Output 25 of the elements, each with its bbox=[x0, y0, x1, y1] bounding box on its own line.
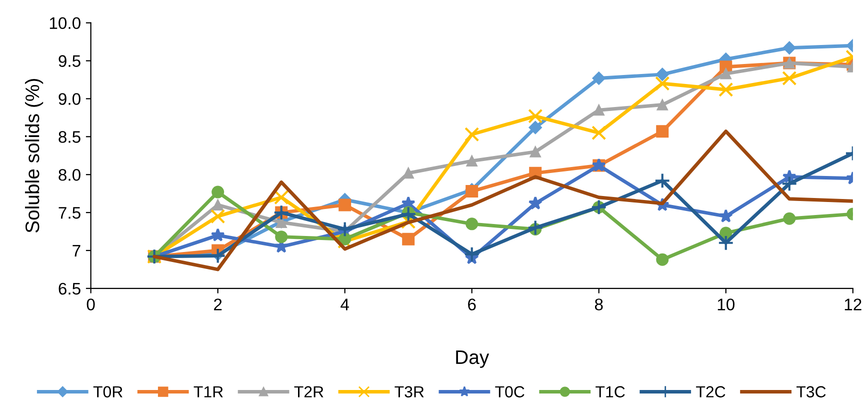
y-tick-label: 7 bbox=[72, 245, 80, 257]
legend-label: T0R bbox=[93, 386, 122, 398]
x-tick-label: 8 bbox=[594, 298, 603, 310]
x-tick-label: 6 bbox=[468, 298, 476, 310]
legend-label: T3R bbox=[394, 386, 424, 398]
legend-label: T2R bbox=[294, 386, 324, 398]
legend-label: T3C bbox=[796, 386, 826, 398]
x-tick-label: 0 bbox=[86, 298, 95, 310]
y-tick-label: 10.0 bbox=[50, 17, 80, 30]
legend-label: T1C bbox=[596, 386, 625, 398]
y-tick-label: 8.0 bbox=[58, 168, 80, 181]
legend-label: T2C bbox=[696, 386, 726, 398]
y-tick-label: 8.5 bbox=[58, 131, 80, 143]
x-tick-label: 12 bbox=[844, 298, 862, 310]
y-tick-label: 6.5 bbox=[58, 282, 80, 295]
y-tick-label: 9.0 bbox=[58, 93, 80, 105]
y-axis-title: Soluble solids (%) bbox=[24, 79, 44, 233]
y-tick-label: 7.5 bbox=[58, 207, 80, 219]
x-tick-label: 2 bbox=[214, 298, 222, 310]
x-axis-title: Day bbox=[456, 350, 490, 368]
legend-label: T1R bbox=[194, 386, 223, 398]
x-tick-label: 4 bbox=[340, 298, 349, 310]
legend-label: T0C bbox=[495, 386, 524, 398]
y-tick-label: 9.5 bbox=[58, 55, 80, 67]
x-tick-label: 10 bbox=[718, 298, 734, 310]
